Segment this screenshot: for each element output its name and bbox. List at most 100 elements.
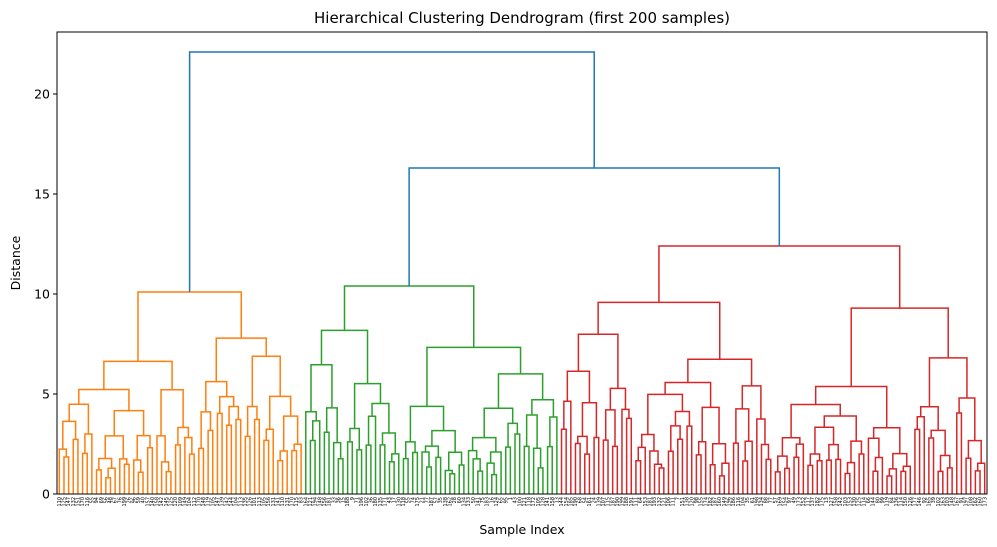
leaf-label: 170	[80, 497, 86, 507]
dendrogram-link	[160, 461, 170, 494]
x-axis-label: Sample Index	[479, 522, 564, 537]
dendrogram-link	[477, 470, 484, 494]
dendrogram-link	[291, 449, 298, 494]
leaf-label: 121	[522, 497, 528, 507]
leaf-label: 158	[155, 497, 161, 507]
dendrogram-link	[105, 477, 112, 494]
dendrogram-link	[246, 405, 258, 437]
dendrogram-link	[523, 445, 530, 494]
dendrogram-link	[560, 428, 567, 494]
dendrogram-link	[823, 415, 857, 442]
dendrogram-link	[790, 403, 841, 438]
leaf-label: 141	[275, 497, 281, 507]
dendrogram-link	[216, 412, 223, 494]
leaf-label: 105	[536, 497, 542, 507]
leaf-label: 181	[327, 497, 333, 507]
dendrogram-link	[531, 399, 555, 417]
dendrogram-link	[174, 444, 181, 494]
dendrogram-link	[900, 470, 907, 494]
dendrogram-link	[323, 431, 330, 494]
leaf-label: 165	[926, 497, 932, 507]
dendrogram-link	[781, 436, 801, 457]
dendrogram-link	[566, 370, 591, 403]
dendrogram-link	[107, 467, 116, 494]
dendrogram-link	[687, 358, 753, 386]
leaf-label: 170	[289, 497, 295, 507]
leaf-label: 71	[355, 497, 361, 503]
leaf-label: 13	[554, 497, 560, 503]
leaf-label: 131	[271, 497, 277, 507]
dendrogram-link	[251, 355, 281, 407]
dendrogram-link	[735, 408, 750, 444]
dendrogram-link	[640, 433, 655, 451]
dendrogram-link	[807, 464, 814, 494]
leaf-label: 115	[606, 497, 612, 507]
dendrogram-link	[919, 405, 939, 431]
leaf-label: 99	[880, 497, 886, 503]
leaf-label: 119	[206, 497, 212, 507]
dendrogram-link	[165, 470, 172, 494]
leaf-label: 134	[759, 497, 765, 507]
dendrogram-link	[939, 454, 951, 472]
dendrogram-link	[228, 405, 240, 426]
dendrogram-link	[405, 441, 416, 459]
leaf-label: 103	[945, 497, 951, 507]
leaf-label: 125	[857, 497, 863, 507]
dendrogram-link	[425, 466, 433, 494]
dendrogram-link	[235, 418, 242, 494]
leaf-label: 142	[159, 497, 165, 507]
dendrogram-link	[701, 406, 720, 444]
dendrogram-link	[379, 444, 386, 494]
dendrogram-link	[421, 451, 430, 494]
leaf-label: 173	[796, 497, 802, 507]
dendrogram-link	[846, 461, 856, 494]
dendrogram-link	[207, 429, 214, 494]
leaf-label: 57	[773, 497, 779, 503]
leaf-label: 172	[531, 497, 537, 507]
dendrogram-link	[928, 357, 968, 407]
leaf-label: 138	[443, 497, 449, 507]
dendrogram-link	[137, 291, 243, 362]
dendrogram-link	[814, 426, 835, 454]
leaf-label: 175	[415, 497, 421, 507]
dendrogram-link	[332, 441, 342, 494]
dendrogram-link	[914, 428, 921, 494]
dendrogram-link	[756, 418, 766, 494]
dendrogram-link	[489, 451, 502, 494]
dendrogram-link	[72, 438, 79, 494]
dendrogram-link	[793, 456, 800, 494]
y-axis: 0 5 10 15 20	[34, 87, 57, 502]
dendrogram-link	[244, 435, 251, 494]
leaf-label: 170	[196, 497, 202, 507]
leaf-label: 110	[57, 497, 63, 507]
dendrogram-link	[219, 395, 235, 414]
dendrogram-link	[268, 395, 292, 430]
leaf-label: 9	[350, 497, 356, 500]
leaf-label: 181	[647, 497, 653, 507]
dendrogram-link	[497, 373, 544, 409]
leaf-label: 113	[257, 497, 263, 507]
leaf-label: 77	[768, 497, 774, 503]
dendrogram-link	[902, 465, 912, 494]
leaf-label: 156	[322, 497, 328, 507]
dendrogram-link	[965, 457, 972, 494]
leaf-label: 148	[317, 497, 323, 507]
y-tick-label: 20	[34, 87, 50, 102]
leaf-label: 56	[103, 497, 109, 503]
y-tick-label: 0	[42, 487, 50, 502]
leaf-label: 116	[736, 497, 742, 507]
leaf-label: 148	[950, 497, 956, 507]
dendrogram-link	[62, 420, 77, 450]
leaf-label: 131	[285, 497, 291, 507]
leaf-label: 183	[485, 497, 491, 507]
dendrogram-link	[711, 443, 727, 465]
leaf-label: 177	[913, 497, 919, 507]
dendrogram-link	[146, 447, 154, 494]
dendrogram-link	[546, 445, 553, 494]
leaf-label: 121	[661, 497, 667, 507]
dendrogram-link	[581, 402, 598, 438]
leaf-label: 112	[192, 497, 198, 507]
y-tick-label: 5	[42, 387, 50, 402]
leaf-label: 144	[871, 497, 877, 507]
leaf-label: 190	[573, 497, 579, 507]
